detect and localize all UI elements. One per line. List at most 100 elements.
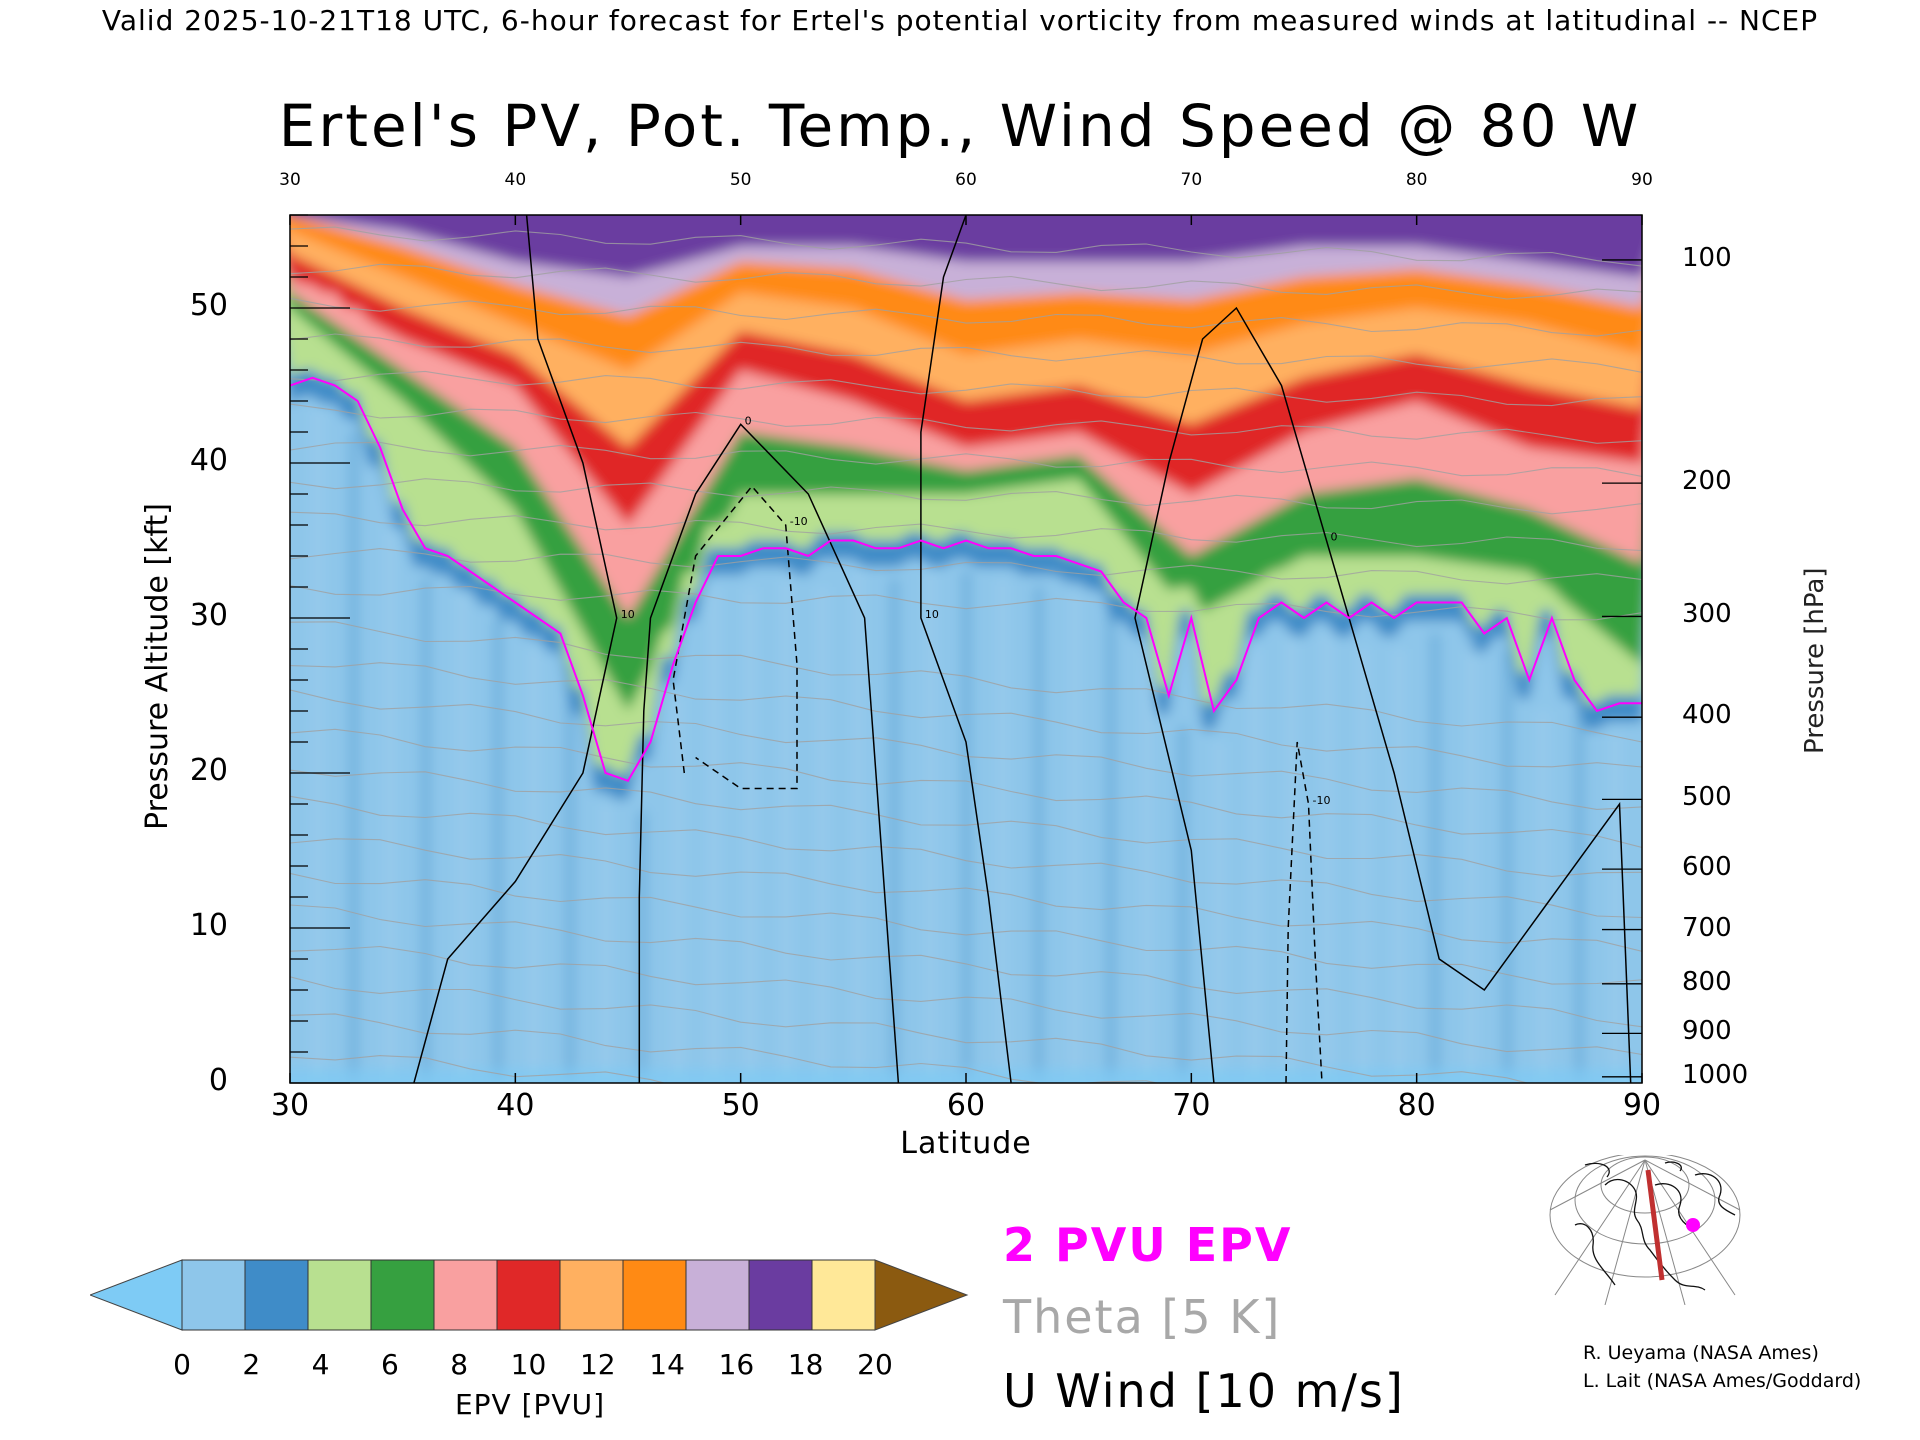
two-pvu-contour <box>290 376 1642 783</box>
colorbar-cell <box>559 1259 624 1331</box>
epv-streak <box>384 478 395 1083</box>
pressure-tick-label: 400 <box>1682 700 1732 731</box>
epv-streak <box>997 579 1008 1083</box>
map-meridian <box>1549 1159 1646 1211</box>
epv-streak <box>1069 594 1080 1083</box>
header-text: Valid 2025-10-21T18 UTC, 6-hour forecast… <box>101 4 1819 37</box>
colorbar-label: EPV [PVU] <box>454 1388 605 1421</box>
y-tick-label: 30 <box>189 598 228 633</box>
pressure-tick-label: 800 <box>1682 966 1732 997</box>
top-tick-label: 80 <box>1405 170 1428 190</box>
pressure-tick-label: 700 <box>1682 912 1732 943</box>
colorbar-under-arrow <box>90 1259 183 1331</box>
theta-line <box>290 441 1642 477</box>
x-axis-label: Latitude <box>900 1126 1032 1161</box>
u-wind-label: -10 <box>790 515 808 528</box>
top-tick-label: 60 <box>955 170 977 190</box>
theta-line <box>290 511 1642 552</box>
pressure-tick-label: 500 <box>1682 782 1732 813</box>
epv-streak <box>1610 734 1621 1083</box>
epv-streak <box>709 587 720 1083</box>
locator-map <box>1549 1155 1741 1305</box>
map-meridian <box>1644 1159 1741 1211</box>
theta-line <box>290 689 1642 810</box>
colorbar-cell <box>433 1259 498 1331</box>
top-tick-label: 30 <box>279 170 301 190</box>
epv-streak <box>925 571 936 1083</box>
colorbar-tick-label: 4 <box>311 1348 330 1381</box>
theta-line <box>290 769 1642 877</box>
epv-streak <box>420 579 431 1083</box>
chart-title: Ertel's PV, Pot. Temp., Wind Speed @ 80 … <box>278 92 1642 160</box>
u-wind-label: 0 <box>1331 531 1338 544</box>
colorbar-over-arrow <box>874 1259 969 1331</box>
colorbar-tick-label: 2 <box>242 1348 261 1381</box>
theta-line <box>290 333 1642 373</box>
map-meridian <box>1554 1159 1646 1296</box>
epv-streak <box>1105 602 1116 1083</box>
colorbar-cell <box>748 1259 813 1331</box>
epv-streak <box>637 811 648 1083</box>
epv-streak <box>1033 587 1044 1083</box>
u-wind-label: 0 <box>745 414 752 427</box>
y-tick-label: 40 <box>189 443 228 478</box>
colorbar-tick-label: 16 <box>718 1348 755 1381</box>
colorbar-tick-label: 20 <box>857 1348 893 1381</box>
epv-streak <box>1502 649 1513 1083</box>
colorbar-cell <box>811 1259 876 1331</box>
theta-line <box>290 1013 1160 1083</box>
epv-streak <box>961 571 972 1083</box>
theta-line <box>290 370 1642 407</box>
epv-streak <box>781 579 792 1083</box>
theta-line <box>290 263 1642 300</box>
epv-streak <box>853 571 864 1083</box>
colorbar-cell <box>244 1259 309 1331</box>
u-wind-line <box>1134 306 1632 1083</box>
x-tick-label: 50 <box>721 1088 760 1123</box>
theta-line <box>290 226 1642 267</box>
epv-streak <box>600 804 611 1083</box>
pv-legend: 2 PVU EPV <box>1003 1218 1293 1272</box>
theta-line <box>290 478 1642 515</box>
top-tick-label: 50 <box>729 170 752 190</box>
u-wind-label: 10 <box>925 608 939 621</box>
theta-line <box>290 297 1642 337</box>
epv-layer-16pvu <box>290 215 1642 277</box>
top-tick-label: 40 <box>504 170 527 190</box>
epv-streak <box>1285 633 1296 1083</box>
theta-line <box>290 584 1642 621</box>
epv-streak <box>312 408 323 1083</box>
colorbar-cell <box>370 1259 435 1331</box>
top-tick-label: 70 <box>1180 170 1203 190</box>
y-tick-label: 20 <box>189 753 228 788</box>
map-latitude-circle <box>1549 1155 1741 1278</box>
map-section-line <box>1645 1169 1665 1281</box>
colorbar-cell <box>181 1259 246 1331</box>
x-tick-label: 30 <box>270 1088 310 1123</box>
epv-streak <box>1213 742 1224 1083</box>
epv-streak <box>1177 726 1188 1083</box>
y-tick-label: 50 <box>189 288 228 323</box>
epv-streak <box>673 695 684 1083</box>
y-tick-label: 10 <box>189 908 228 943</box>
pressure-axis-label: Pressure [hPa] <box>1800 567 1830 755</box>
x-tick-label: 80 <box>1397 1088 1436 1123</box>
y-tick-label: 0 <box>208 1063 228 1098</box>
epv-streak <box>1430 633 1441 1083</box>
top-tick-label: 90 <box>1631 170 1653 190</box>
colorbar-cell <box>496 1259 561 1331</box>
pressure-tick-label: 900 <box>1682 1016 1732 1047</box>
colorbar-tick-label: 10 <box>510 1348 547 1381</box>
colorbar-cell <box>307 1259 372 1331</box>
x-tick-label: 40 <box>496 1088 535 1123</box>
x-tick-label: 60 <box>946 1088 986 1123</box>
epv-streak <box>889 579 900 1083</box>
theta-contours <box>290 226 1642 1083</box>
colorbar-tick-label: 8 <box>450 1348 469 1381</box>
epv-streak <box>492 618 503 1083</box>
u-wind-line <box>413 215 618 1083</box>
pressure-tick-label: 1000 <box>1682 1059 1749 1090</box>
epv-streak <box>456 587 467 1083</box>
epv-streak <box>564 664 575 1083</box>
u-wind-line <box>1285 741 1323 1083</box>
